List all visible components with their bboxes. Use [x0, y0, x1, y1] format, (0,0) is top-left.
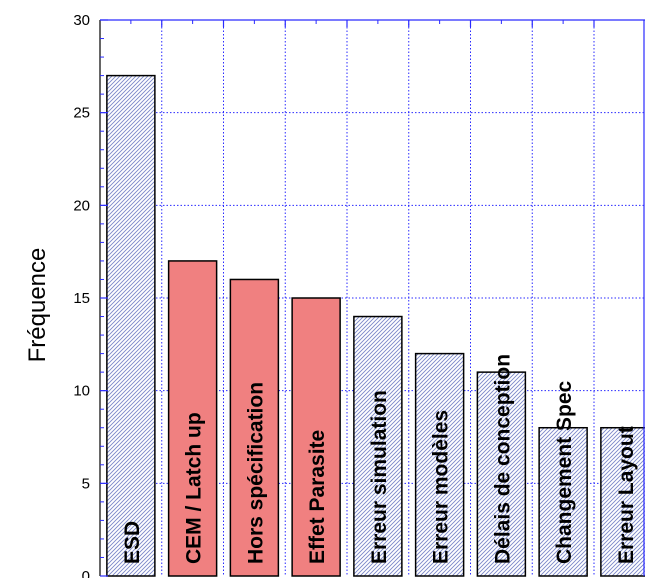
y-tick-label: 25: [73, 105, 90, 122]
bar-category-label: Changement Spec: [553, 380, 576, 564]
y-tick-label: 5: [82, 475, 90, 492]
bar-category-label: CEM / Latch up: [183, 412, 206, 564]
y-tick-label: 10: [73, 383, 90, 400]
bar: [538, 426, 588, 577]
bars: ESD CEM / Latch up Hors spécification Effet…: [106, 74, 645, 577]
bar: [229, 278, 280, 577]
bar: [476, 371, 527, 577]
y-tick-label: 20: [73, 197, 90, 214]
bar-category-label: ESD: [121, 521, 144, 564]
bar: [167, 260, 218, 577]
bar-category-label: Erreur modèles: [430, 410, 453, 564]
bar: [414, 352, 465, 577]
y-axis-label: Fréquence: [24, 248, 51, 363]
bar-category-label: Hors spécification: [244, 382, 267, 564]
y-tick-label: 30: [73, 12, 90, 29]
bar-category-label: Effet Parasite: [306, 430, 329, 564]
bar-category-label: Erreur simulation: [368, 390, 391, 564]
grid: [100, 20, 645, 576]
bar: [600, 426, 645, 577]
axes: 0 5 10 15 20 25 30: [73, 12, 645, 578]
bar-category-label: Erreur Layout: [615, 426, 638, 564]
y-tick-label: 15: [73, 290, 90, 307]
y-tick-label: 0: [82, 568, 90, 578]
bar: [291, 297, 341, 577]
bar: [353, 315, 403, 577]
bar: [106, 74, 156, 577]
bar-category-label: Délais de conception: [491, 354, 514, 564]
